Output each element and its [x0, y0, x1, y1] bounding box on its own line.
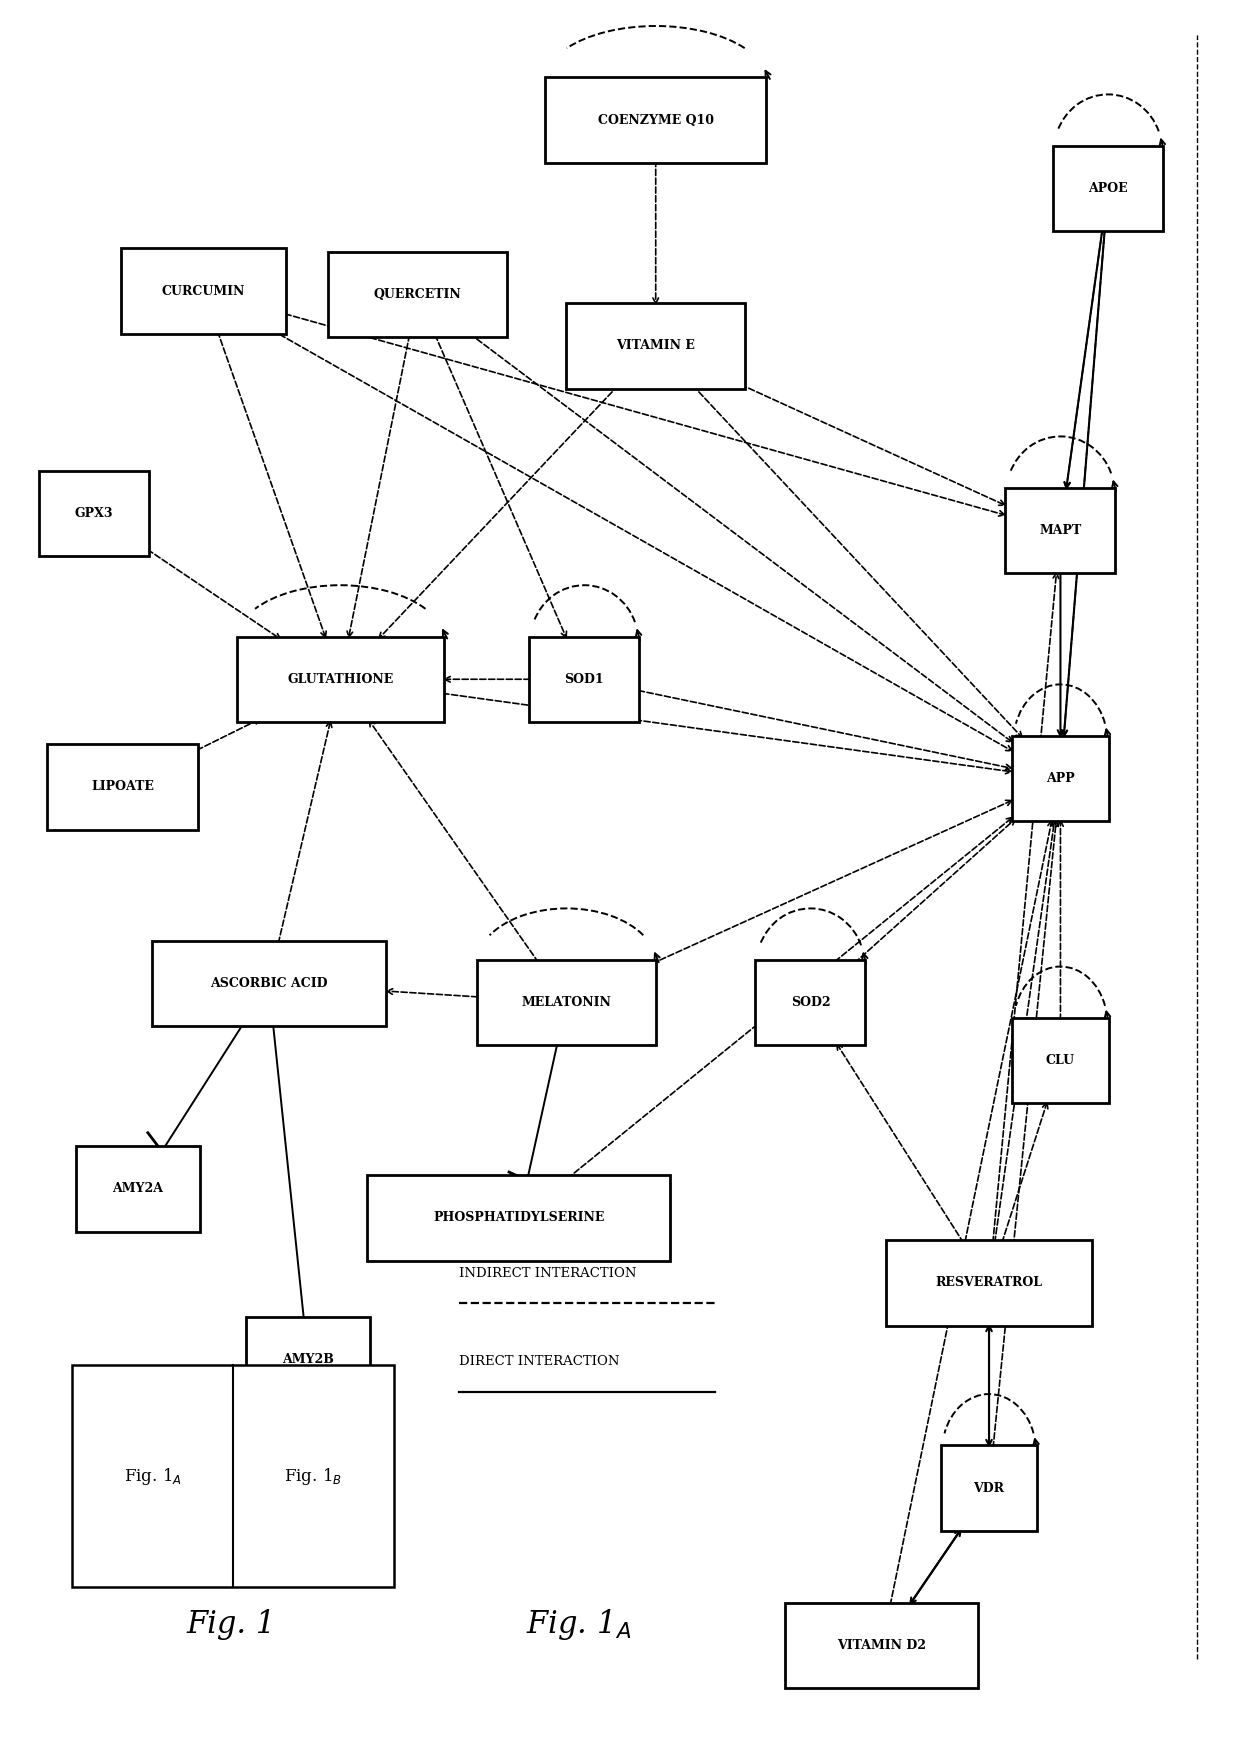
- FancyBboxPatch shape: [477, 960, 656, 1045]
- FancyBboxPatch shape: [529, 637, 640, 722]
- FancyBboxPatch shape: [1053, 147, 1163, 232]
- FancyBboxPatch shape: [120, 248, 286, 333]
- FancyBboxPatch shape: [785, 1602, 978, 1687]
- FancyBboxPatch shape: [367, 1174, 671, 1260]
- Text: RESVERATROL: RESVERATROL: [935, 1276, 1043, 1290]
- Text: VDR: VDR: [973, 1482, 1004, 1495]
- FancyBboxPatch shape: [329, 251, 507, 337]
- Text: COENZYME Q10: COENZYME Q10: [598, 113, 714, 127]
- Text: PHOSPHATIDYLSERINE: PHOSPHATIDYLSERINE: [433, 1211, 605, 1225]
- FancyBboxPatch shape: [38, 471, 149, 557]
- Text: QUERCETIN: QUERCETIN: [373, 288, 461, 300]
- Text: Fig. 1: Fig. 1: [186, 1609, 275, 1640]
- Text: SOD2: SOD2: [791, 996, 831, 1009]
- FancyBboxPatch shape: [546, 77, 766, 162]
- Text: AMY2B: AMY2B: [283, 1354, 334, 1366]
- Text: LIPOATE: LIPOATE: [91, 780, 154, 794]
- FancyBboxPatch shape: [237, 637, 444, 722]
- FancyBboxPatch shape: [1012, 1017, 1109, 1103]
- FancyBboxPatch shape: [1006, 489, 1116, 574]
- Text: APOE: APOE: [1089, 181, 1128, 195]
- FancyBboxPatch shape: [885, 1241, 1092, 1326]
- Text: GPX3: GPX3: [74, 506, 113, 520]
- Text: ASCORBIC ACID: ASCORBIC ACID: [210, 977, 327, 989]
- Text: Fig. 1$_A$: Fig. 1$_A$: [124, 1466, 182, 1487]
- FancyBboxPatch shape: [76, 1146, 200, 1232]
- Text: VITAMIN D2: VITAMIN D2: [837, 1639, 926, 1653]
- Text: INDIRECT INTERACTION: INDIRECT INTERACTION: [459, 1267, 637, 1279]
- FancyBboxPatch shape: [941, 1445, 1037, 1530]
- FancyBboxPatch shape: [247, 1317, 370, 1403]
- Text: SOD1: SOD1: [564, 674, 604, 686]
- Text: VITAMIN E: VITAMIN E: [616, 339, 696, 352]
- Text: Fig. 1$_B$: Fig. 1$_B$: [284, 1466, 342, 1487]
- Text: Fig. 1$_A$: Fig. 1$_A$: [526, 1607, 631, 1642]
- FancyBboxPatch shape: [1012, 736, 1109, 822]
- Text: MELATONIN: MELATONIN: [522, 996, 611, 1009]
- Text: AMY2A: AMY2A: [113, 1183, 164, 1195]
- Text: GLUTATHIONE: GLUTATHIONE: [288, 674, 393, 686]
- Text: CURCUMIN: CURCUMIN: [161, 284, 246, 298]
- FancyBboxPatch shape: [151, 941, 386, 1026]
- Text: APP: APP: [1047, 771, 1075, 785]
- Text: DIRECT INTERACTION: DIRECT INTERACTION: [459, 1356, 620, 1368]
- Text: MAPT: MAPT: [1039, 524, 1081, 537]
- FancyBboxPatch shape: [47, 743, 198, 831]
- Text: CLU: CLU: [1045, 1054, 1075, 1068]
- FancyBboxPatch shape: [567, 304, 745, 389]
- FancyBboxPatch shape: [755, 960, 866, 1045]
- Bar: [72, 1365, 394, 1588]
